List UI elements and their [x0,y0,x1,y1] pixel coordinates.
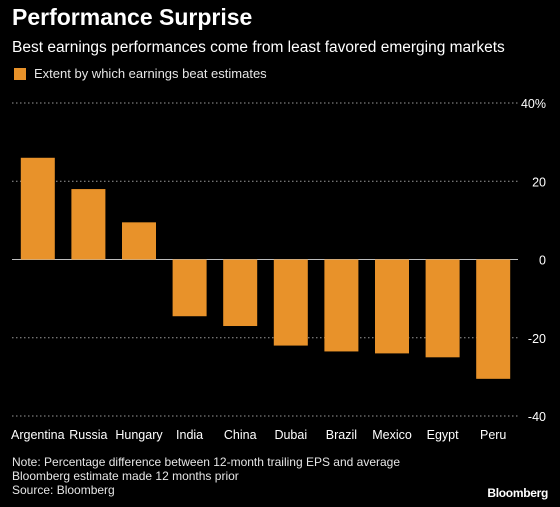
legend-label: Extent by which earnings beat estimates [34,66,267,81]
legend: Extent by which earnings beat estimates [14,66,267,81]
x-tick-label: India [176,428,203,442]
bar-russia [71,189,106,260]
source-note: Source: Bloomberg [12,483,115,497]
bar-mexico [375,259,409,354]
x-tick-label: Mexico [372,428,412,442]
x-tick-label: Argentina [11,428,65,442]
x-tick-label: Brazil [326,428,357,442]
bar-india [172,259,207,317]
chart-footer: Note: Percentage difference between 12-m… [12,455,400,497]
bar-egypt [425,259,460,358]
x-tick-label: China [224,428,257,442]
bar-argentina [20,157,55,260]
x-tick-label: Egypt [427,428,459,442]
bar-china [223,259,258,327]
y-tick-label: 40% [521,97,546,111]
footnote-line-2: Bloomberg estimate made 12 months prior [12,469,239,483]
chart-title: Performance Surprise [12,4,253,30]
bar-hungary [122,222,156,260]
y-tick-label: 0 [539,254,546,268]
bar-dubai [273,259,308,346]
y-tick-label: -20 [528,332,546,346]
y-tick-label: -40 [528,410,546,424]
legend-swatch [14,67,26,80]
bar-brazil [324,259,359,352]
x-tick-label: Hungary [115,428,163,442]
bar-peru [476,259,511,379]
chart-subtitle: Best earnings performances come from lea… [12,39,505,56]
footnote-line-1: Note: Percentage difference between 12-m… [12,455,401,469]
bloomberg-logo: Bloomberg [487,486,548,500]
x-tick-label: Dubai [274,428,307,442]
x-tick-label: Peru [480,428,506,442]
x-tick-label: Russia [69,428,107,442]
y-tick-label: 20 [532,175,546,189]
